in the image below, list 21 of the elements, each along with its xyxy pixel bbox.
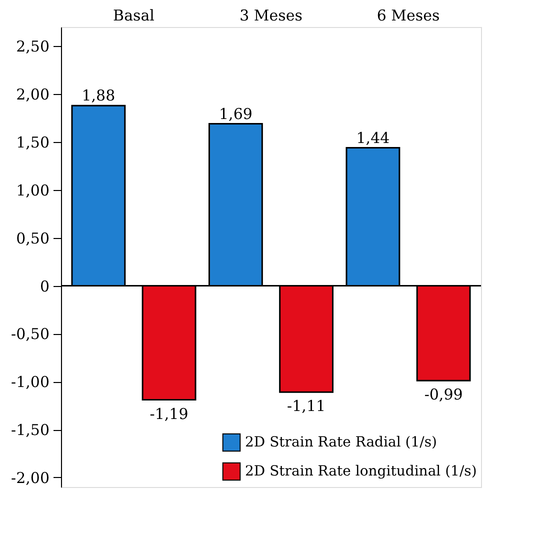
y-tick-label: -2,00 — [11, 468, 50, 487]
y-tick-label: -1,50 — [11, 421, 50, 439]
data-label: 1,88 — [82, 86, 116, 105]
data-label: -0,99 — [424, 386, 463, 404]
y-tick-label: 2,00 — [16, 86, 50, 104]
y-tick-label: -1,00 — [11, 373, 50, 392]
legend-label: 2D Strain Rate Radial (1/s) — [245, 434, 438, 450]
data-label: -1,11 — [287, 397, 326, 416]
y-tick-label: -0,50 — [11, 325, 50, 344]
x-tick-label: 6 Meses — [376, 6, 440, 24]
data-label: 1,44 — [356, 128, 390, 147]
y-tick-label: 2,50 — [16, 38, 50, 56]
x-tick-label: 3 Meses — [240, 6, 302, 24]
legend-label: 2D Strain Rate longitudinal (1/s) — [245, 464, 477, 480]
y-tick-label: 1,00 — [16, 181, 50, 200]
y-tick-label: 0 — [40, 277, 50, 296]
x-tick-label: Basal — [113, 6, 155, 24]
y-tick-label: 1,50 — [16, 134, 50, 152]
data-label: 1,69 — [219, 104, 252, 123]
y-tick-label: 0,50 — [16, 229, 50, 248]
data-label: -1,19 — [150, 404, 188, 423]
